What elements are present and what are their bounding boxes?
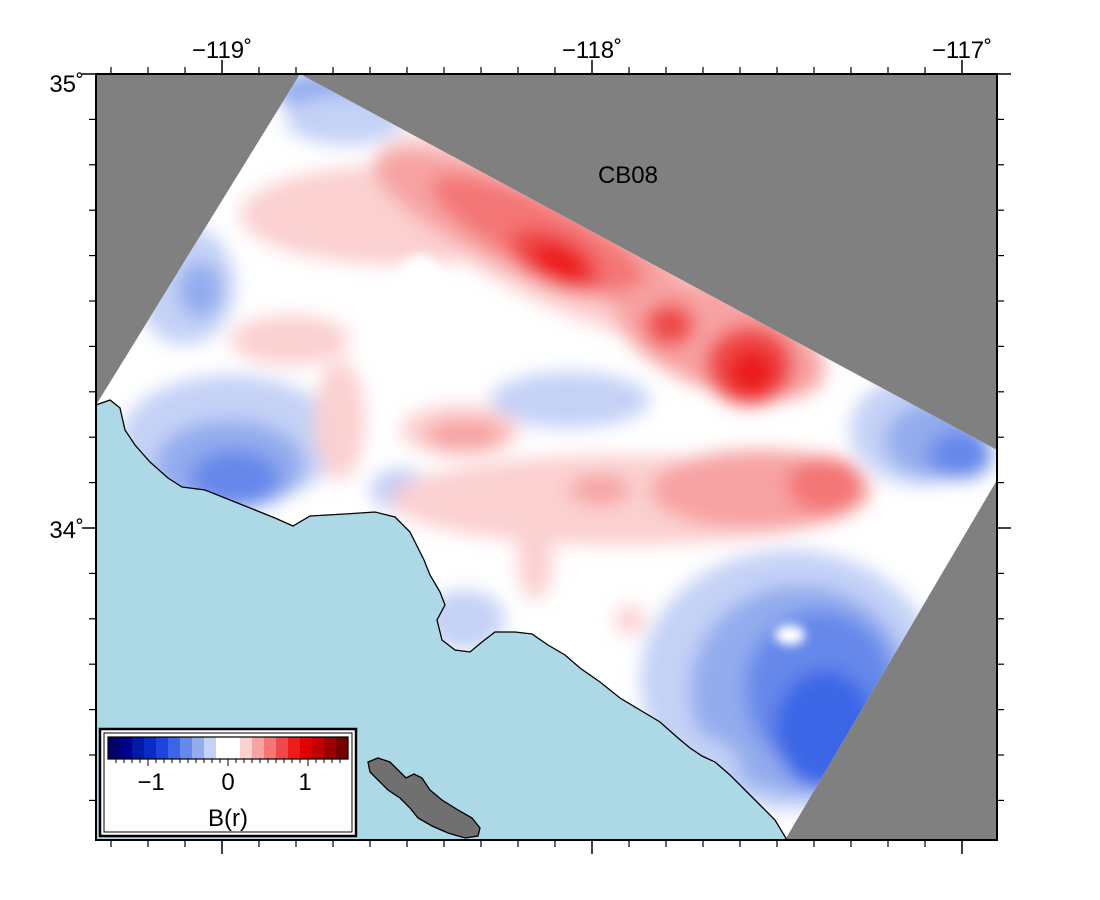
colorbar-cell xyxy=(132,737,145,759)
lon-tick-label: −118˚ xyxy=(562,37,622,64)
colorbar-cell xyxy=(324,737,337,759)
colorbar-cell xyxy=(312,737,325,759)
lon-tick-label: −119˚ xyxy=(192,37,252,64)
field-blob xyxy=(928,431,992,479)
colorbar-label: B(r) xyxy=(208,805,248,832)
colorbar-cells xyxy=(108,737,349,759)
colorbar-cell xyxy=(108,737,121,759)
colorbar-ticks xyxy=(115,759,341,766)
major-ticks xyxy=(82,60,1011,854)
minor-ticks xyxy=(89,67,1004,847)
field-blob xyxy=(775,625,805,645)
map-frame xyxy=(95,73,998,841)
colorbar-tick-label: 0 xyxy=(221,769,234,796)
colorbar-cell xyxy=(192,737,205,759)
field-blob xyxy=(570,475,630,505)
field-blob xyxy=(490,372,650,428)
colorbar-tick-label: −1 xyxy=(137,769,164,796)
field-blob xyxy=(395,255,445,325)
colorbar-cell xyxy=(240,737,253,759)
field-blobs xyxy=(120,74,992,810)
catalina-island xyxy=(367,757,481,839)
field-blob xyxy=(615,605,645,635)
colorbar-cell xyxy=(156,737,169,759)
lon-tick-label: −117˚ xyxy=(932,37,992,64)
colorbar-cell xyxy=(276,737,289,759)
field-blob xyxy=(190,450,280,506)
field-blob xyxy=(532,242,588,282)
colorbar-legend: −1 0 1 B(r) xyxy=(98,727,358,838)
field-blob xyxy=(230,315,350,365)
colorbar-cell xyxy=(120,737,133,759)
colorbar-cell xyxy=(204,737,217,759)
colorbar-inner-border xyxy=(103,732,353,833)
colorbar-cell xyxy=(144,737,157,759)
colorbar-cell xyxy=(288,737,301,759)
colorbar-cell xyxy=(168,737,181,759)
colorbar-tick-label: 1 xyxy=(298,769,311,796)
colorbar-cell xyxy=(252,737,265,759)
lat-tick-label: 34˚ xyxy=(49,517,84,544)
field-blob xyxy=(315,360,365,480)
colorbar-cell xyxy=(228,737,241,759)
field-blob xyxy=(178,262,222,318)
field-blob xyxy=(727,348,777,396)
model-label: CB08 xyxy=(598,162,658,189)
colorbar-cell xyxy=(180,737,193,759)
colorbar-cell xyxy=(216,737,229,759)
colorbar-cell xyxy=(300,737,313,759)
colorbar-cell xyxy=(336,737,349,759)
field-blob xyxy=(425,419,505,451)
lat-tick-label: 35˚ xyxy=(49,71,84,98)
field-blob xyxy=(787,457,863,513)
field-blob xyxy=(645,303,695,347)
map-plot-area xyxy=(96,74,997,840)
field-blob xyxy=(517,520,553,600)
colorbar-cell xyxy=(264,737,277,759)
